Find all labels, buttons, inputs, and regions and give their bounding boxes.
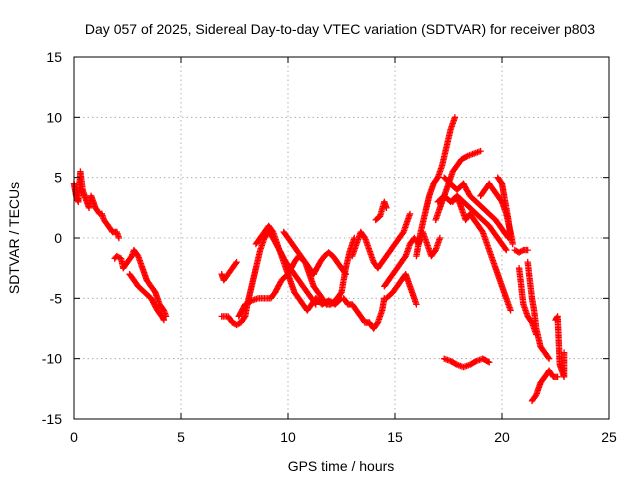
y-tick-label: 0 (54, 230, 62, 246)
series-s9 (280, 228, 358, 308)
series-s5 (218, 258, 240, 284)
data-point-markers (449, 192, 514, 314)
data-point-markers (441, 174, 512, 242)
x-tick-label: 0 (70, 429, 78, 445)
series-s12 (372, 198, 390, 224)
series-s25 (524, 258, 553, 362)
data-point-markers (252, 222, 345, 314)
chart-title: Day 057 of 2025, Sidereal Day-to-day VTE… (85, 21, 595, 37)
series-s27 (552, 313, 568, 380)
series-s3 (111, 246, 170, 320)
grid-lines (74, 57, 609, 419)
data-point-markers (98, 210, 123, 242)
data-points (70, 114, 568, 405)
data-point-markers (70, 168, 105, 218)
y-tick-label: -5 (50, 290, 63, 306)
series-s14 (383, 271, 420, 308)
y-axis-label: SDTVAR / TECUs (6, 182, 22, 294)
data-point-markers (340, 295, 388, 332)
x-axis-label: GPS time / hours (288, 458, 395, 474)
data-point-markers (494, 174, 514, 242)
x-tick-label: 10 (280, 429, 296, 445)
y-tick-label: 5 (54, 170, 62, 186)
data-point-markers (528, 367, 561, 405)
series-s1 (70, 168, 105, 218)
data-point-markers (552, 313, 568, 380)
x-tick-labels: 0 5 10 15 20 25 (70, 429, 617, 445)
data-point-markers (413, 114, 459, 260)
series-s11 (349, 210, 414, 272)
data-point-markers (218, 228, 319, 329)
series-s22 (441, 355, 493, 371)
series-s21 (494, 174, 514, 242)
data-point-markers (441, 355, 493, 371)
series-s19 (449, 192, 514, 314)
data-point-markers (511, 246, 531, 256)
x-tick-label: 15 (387, 429, 403, 445)
series-s15 (413, 114, 459, 260)
data-point-markers (383, 271, 420, 308)
series-s2 (98, 210, 123, 242)
series-s18 (441, 174, 512, 242)
data-point-markers (111, 246, 170, 320)
x-tick-label: 25 (601, 429, 617, 445)
series-s6 (218, 228, 319, 329)
data-point-markers (372, 198, 390, 224)
data-point-markers (349, 210, 414, 272)
x-tick-label: 5 (177, 429, 185, 445)
x-tick-label: 20 (494, 429, 510, 445)
data-point-markers (280, 228, 358, 308)
y-tick-label: -10 (42, 351, 62, 367)
series-s8 (252, 222, 345, 314)
y-tick-label: -15 (42, 411, 62, 427)
plot-frame (73, 56, 610, 420)
series-s26 (528, 367, 561, 405)
data-point-markers (524, 258, 553, 362)
y-tick-label: 15 (46, 49, 62, 65)
series-s4 (126, 271, 168, 324)
series-s10 (340, 295, 388, 332)
data-point-markers (126, 271, 168, 324)
data-point-markers (218, 258, 240, 284)
y-tick-label: 10 (46, 109, 62, 125)
y-tick-labels: -15 -10 -5 0 5 10 15 (42, 49, 62, 427)
series-s23 (511, 246, 531, 256)
